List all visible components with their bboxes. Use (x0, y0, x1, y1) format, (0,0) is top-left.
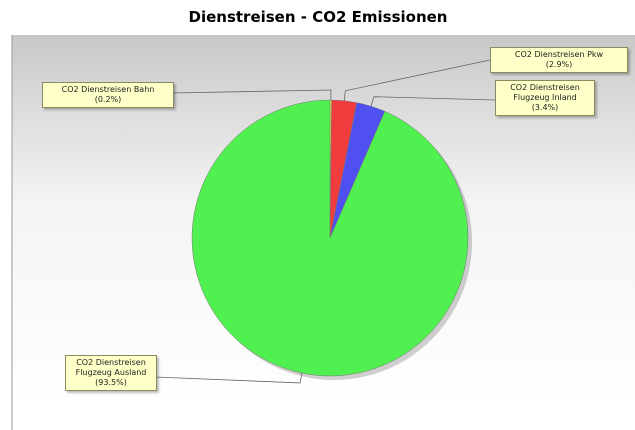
slice-label: CO2 Dienstreisen Pkw (2.9%) (490, 47, 628, 73)
leader-line (370, 96, 496, 107)
label-value: (3.4%) (531, 103, 559, 112)
chart-title: Dienstreisen - CO2 Emissionen (189, 8, 448, 26)
label-name: CO2 Dienstreisen Flugzeug Inland (510, 83, 580, 102)
pie (154, 59, 496, 384)
label-name: CO2 Dienstreisen Flugzeug Ausland (75, 358, 147, 377)
leader-line (154, 373, 303, 384)
pie-slice (191, 99, 469, 377)
label-name: CO2 Dienstreisen Bahn (61, 85, 155, 94)
slice-label: CO2 Dienstreisen Bahn (0.2%) (42, 82, 174, 108)
label-name: CO2 Dienstreisen Pkw (514, 50, 604, 59)
leader-line (343, 59, 491, 101)
leader-line (171, 89, 332, 101)
label-value: (2.9%) (545, 60, 573, 69)
slice-label: CO2 Dienstreisen Flugzeug Ausland (93.5%) (65, 355, 157, 391)
label-value: (0.2%) (94, 95, 122, 104)
label-value: (93.5%) (95, 378, 127, 387)
slice-label: CO2 Dienstreisen Flugzeug Inland (3.4%) (495, 80, 595, 116)
